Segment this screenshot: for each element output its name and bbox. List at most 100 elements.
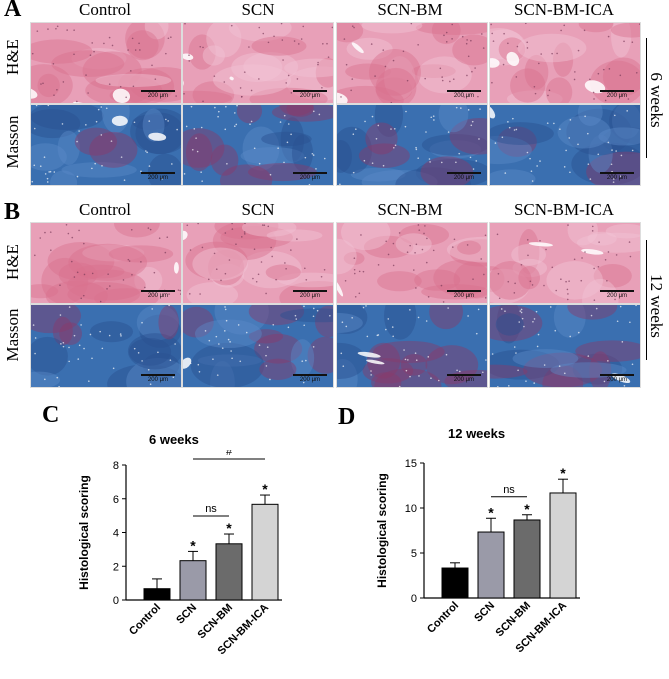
scale-bar-label: 200 μm [299,93,321,99]
x-tick-label: Control [425,600,461,636]
timepoint-bracket-b [646,240,647,360]
x-tick-label: SCN [174,602,199,627]
y-tick-label: 5 [411,548,417,560]
scale-bar: 200 μm [141,90,175,99]
micrograph-he-6w-3: 200 μm [489,22,641,104]
row-label-masson-b: Masson [3,308,22,362]
y-axis-label: Histological scoring [375,473,389,588]
scale-bar: 200 μm [447,172,481,181]
y-tick-label: 2 [113,561,119,573]
column-label-scn-bm-ica-b: SCN-BM-ICA [513,200,615,219]
column-label-control-b: Control [79,200,131,219]
y-tick-label: 6 [113,494,119,506]
scale-bar: 200 μm [293,290,327,299]
timepoint-bracket-a [646,38,647,158]
scale-bar-label: 200 μm [453,293,475,299]
panel-letter-a: A [4,0,22,22]
micrograph-masson-12w-3: 200 μm [489,304,641,388]
micrograph-masson-12w-1: 200 μm [182,304,334,388]
scale-bar-label: 200 μm [299,175,321,181]
significance-star: * [524,501,530,517]
chart-title-6-weeks: 6 weeks [149,432,199,447]
micrograph-he-6w-1: 200 μm [182,22,334,104]
micrograph-he-6w-0: 200 μm [30,22,182,104]
scale-bar-label: 200 μm [606,377,628,383]
bar-control [143,588,171,601]
y-tick-label: 8 [113,460,119,472]
bar-scn-bm-ica [549,492,577,599]
scale-bar-label: 200 μm [606,93,628,99]
scale-bar: 200 μm [141,290,175,299]
column-label-scn-b: SCN [241,200,275,219]
panel-letter-c: C [42,402,60,428]
y-tick-label: 10 [405,503,417,515]
micrograph-masson-6w-0: 200 μm [30,104,182,186]
y-tick-label: 15 [405,458,417,470]
scale-bar: 200 μm [141,374,175,383]
scale-bar: 200 μm [141,172,175,181]
micrograph-masson-12w-0: 200 μm [30,304,182,388]
micrograph-he-12w-2: 200 μm [336,222,488,304]
scale-bar: 200 μm [600,374,634,383]
scale-bar: 200 μm [447,90,481,99]
scale-bar: 200 μm [600,290,634,299]
scale-bar-label: 200 μm [453,175,475,181]
x-tick-label: SCN [472,600,497,625]
micrograph-masson-12w-2: 200 μm [336,304,488,388]
panel-letter-d: D [338,404,356,430]
micrograph-masson-6w-3: 200 μm [489,104,641,186]
micrograph-he-12w-3: 200 μm [489,222,641,304]
row-label-masson-a: Masson [3,115,22,169]
scale-bar-label: 200 μm [453,93,475,99]
y-tick-label: 4 [113,528,119,540]
significance-star: * [262,481,268,497]
scale-bar: 200 μm [600,90,634,99]
scale-bar-label: 200 μm [147,377,169,383]
comparison-label: ns [503,484,515,496]
scale-bar: 200 μm [600,172,634,181]
comparison-label: # [226,450,233,458]
bar-control [441,567,469,599]
scale-bar-label: 200 μm [147,93,169,99]
column-label-scn-bm-a: SCN-BM [377,0,443,19]
row-label-he-a: H&E [3,39,22,75]
scale-bar: 200 μm [447,290,481,299]
scale-bar: 200 μm [447,374,481,383]
column-label-scn-a: SCN [241,0,275,19]
significance-star: * [226,520,232,536]
significance-star: * [190,537,196,553]
significance-star: * [560,465,566,481]
scale-bar: 200 μm [293,374,327,383]
column-label-control-a: Control [79,0,131,19]
bar-scn-bm-ica [251,503,279,601]
micrograph-masson-6w-2: 200 μm [336,104,488,186]
column-label-scn-bm-b: SCN-BM [377,200,443,219]
scale-bar-label: 200 μm [453,377,475,383]
y-tick-label: 0 [411,593,417,605]
scale-bar-label: 200 μm [606,293,628,299]
scale-bar-label: 200 μm [147,175,169,181]
timepoint-label-a: 6 weeks [647,72,666,128]
bar-scn-bm [215,543,243,601]
scale-bar-label: 200 μm [147,293,169,299]
column-label-scn-bm-ica-a: SCN-BM-ICA [513,0,615,19]
micrograph-he-12w-0: 200 μm [30,222,182,304]
scale-bar: 200 μm [293,90,327,99]
bar-scn [477,531,505,599]
scale-bar-label: 200 μm [299,377,321,383]
scale-bar-label: 200 μm [299,293,321,299]
y-tick-label: 0 [113,595,119,607]
bar-chart-12-weeks: Histological scoring051015Control*SCN*SC… [375,458,580,655]
y-axis-label: Histological scoring [77,475,91,590]
significance-star: * [488,504,494,520]
panel-letter-b: B [4,199,21,225]
scale-bar: 200 μm [293,172,327,181]
chart-title-12-weeks: 12 weeks [448,426,506,441]
bar-scn-bm [513,519,541,599]
micrograph-masson-6w-1: 200 μm [182,104,334,186]
bar-chart-6-weeks: Histological scoring02468Control*SCN*SCN… [77,450,282,657]
micrograph-he-12w-1: 200 μm [182,222,334,304]
scale-bar-label: 200 μm [606,175,628,181]
comparison-label: ns [205,503,217,515]
bar-scn [179,560,207,601]
